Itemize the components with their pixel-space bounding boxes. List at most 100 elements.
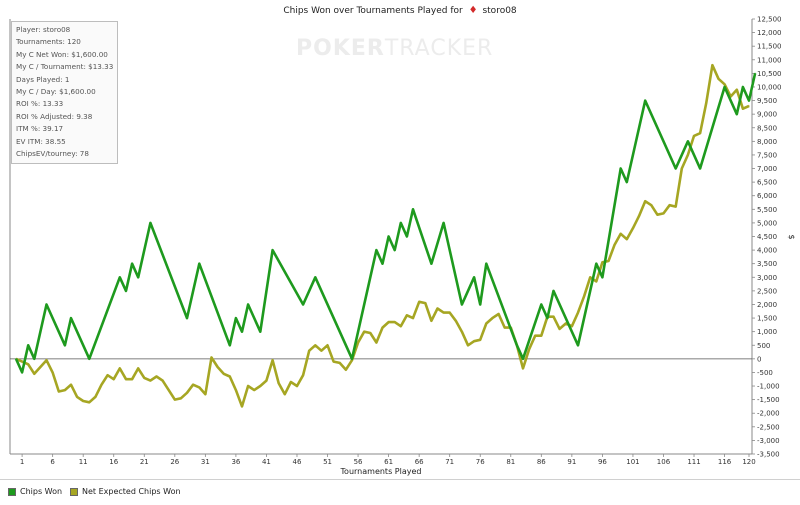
- series-point-net-expected-chips-won: [149, 380, 151, 382]
- y-tick-label: 0: [757, 355, 761, 363]
- y-tick-label: 1,000: [757, 328, 777, 336]
- series-point-net-expected-chips-won: [449, 312, 451, 314]
- y-tick-label: 12,500: [757, 16, 782, 24]
- legend-item-net-expected-chips-won[interactable]: Net Expected Chips Won: [70, 487, 181, 496]
- x-tick-label: 51: [323, 458, 332, 466]
- stat-line: Tournaments: 120: [16, 37, 81, 47]
- series-point-net-expected-chips-won: [52, 371, 54, 373]
- series-point-net-expected-chips-won: [119, 367, 121, 369]
- x-tick-label: 11: [79, 458, 88, 466]
- series-point-net-expected-chips-won: [168, 389, 170, 391]
- series-point-net-expected-chips-won: [33, 373, 35, 375]
- series-point-net-expected-chips-won: [100, 384, 103, 386]
- series-point-net-expected-chips-won: [479, 339, 481, 341]
- series-point-net-expected-chips-won: [284, 393, 286, 395]
- series-point-net-expected-chips-won: [113, 378, 115, 380]
- series-point-net-expected-chips-won: [418, 301, 420, 303]
- y-tick-label: 5,500: [757, 206, 777, 214]
- y-tick-label: -2,500: [757, 423, 780, 431]
- y-tick-label: -3,500: [757, 451, 780, 459]
- series-point-net-expected-chips-won: [210, 356, 213, 359]
- series-point-net-expected-chips-won: [687, 154, 689, 156]
- series-point-net-expected-chips-won: [388, 321, 390, 323]
- series-point-net-expected-chips-won: [186, 392, 188, 394]
- y-tick-label: 4,000: [757, 247, 777, 255]
- series-point-chips-won: [198, 263, 200, 265]
- series-point-net-expected-chips-won: [644, 200, 646, 202]
- series-point-chips-won: [235, 317, 237, 319]
- y-tick-label: 2,000: [757, 301, 777, 309]
- y-tick-label: 3,000: [757, 274, 777, 282]
- y-tick-label: 3,500: [757, 260, 777, 268]
- series-point-net-expected-chips-won: [88, 401, 90, 403]
- series-point-net-expected-chips-won: [162, 380, 164, 382]
- series-point-net-expected-chips-won: [198, 386, 200, 388]
- series-point-net-expected-chips-won: [443, 312, 445, 314]
- series-point-net-expected-chips-won: [94, 396, 96, 398]
- legend: Chips Won Net Expected Chips Won: [0, 479, 800, 505]
- series-point-chips-won: [430, 263, 432, 265]
- series-point-chips-won: [375, 249, 377, 251]
- stat-line: My C Net Won: $1,600.00: [16, 49, 108, 59]
- y-tick-label: 5,000: [757, 219, 777, 227]
- series-point-chips-won: [229, 344, 231, 346]
- tick-labels: -3,500 -3,000 -2,500 -2,000 -1,500 -1,000 -500…: [20, 16, 796, 477]
- y-tick-label: 10,000: [757, 83, 782, 91]
- series-point-chips-won: [724, 86, 726, 88]
- series-point-net-expected-chips-won: [235, 389, 237, 391]
- series-point-net-expected-chips-won: [223, 373, 225, 375]
- y-tick-label: 2,500: [757, 287, 777, 295]
- series-point-net-expected-chips-won: [607, 260, 610, 262]
- series-point-net-expected-chips-won: [369, 332, 371, 334]
- series-point-chips-won: [443, 222, 445, 224]
- series-point-chips-won: [742, 86, 744, 88]
- series-point-net-expected-chips-won: [131, 378, 133, 380]
- x-tick-label: 26: [170, 458, 179, 466]
- stat-line: Days Played: 1: [16, 74, 70, 84]
- series-point-chips-won: [64, 344, 66, 346]
- series-point-chips-won: [522, 358, 524, 360]
- series-point-chips-won: [461, 303, 463, 306]
- series-point-net-expected-chips-won: [406, 314, 408, 316]
- y-tick-label: -1,500: [757, 396, 780, 404]
- stat-line: ROI % Adjusted: 9.38: [16, 111, 93, 121]
- series-layer: [14, 63, 757, 408]
- series-point-net-expected-chips-won: [522, 367, 524, 369]
- series-line-chips-won: [14, 73, 757, 374]
- x-tick-label: 86: [537, 458, 546, 466]
- diamond-suit-icon: ♦: [468, 5, 478, 16]
- watermark-bold: POKER: [296, 36, 385, 61]
- series-point-net-expected-chips-won: [736, 89, 738, 91]
- series-point-chips-won: [516, 344, 518, 346]
- y-tick-label: -3,000: [757, 437, 780, 445]
- series-point-chips-won: [21, 371, 23, 373]
- pokertracker-watermark: POKERTRACKER: [296, 36, 493, 61]
- x-tick-label: 41: [262, 458, 271, 466]
- series-point-net-expected-chips-won: [345, 369, 347, 371]
- series-point-net-expected-chips-won: [70, 384, 72, 386]
- series-point-chips-won: [675, 167, 677, 170]
- y-tick-label: 8,500: [757, 124, 777, 132]
- series-point-net-expected-chips-won: [681, 167, 683, 170]
- series-point-chips-won: [259, 331, 261, 333]
- legend-label: Net Expected Chips Won: [82, 487, 181, 496]
- series-point-chips-won: [736, 113, 738, 115]
- series-point-net-expected-chips-won: [748, 105, 750, 107]
- chart-title: Chips Won over Tournaments Played for ♦ …: [0, 3, 800, 19]
- stat-line: ITM %: 39.17: [16, 124, 64, 134]
- series-point-chips-won: [595, 263, 597, 265]
- series-point-chips-won: [400, 222, 402, 224]
- series-point-net-expected-chips-won: [455, 320, 457, 322]
- series-point-net-expected-chips-won: [375, 341, 377, 344]
- series-point-chips-won: [473, 276, 475, 278]
- series-point-net-expected-chips-won: [381, 327, 384, 329]
- series-point-chips-won: [485, 263, 487, 265]
- legend-swatch: [70, 487, 78, 496]
- legend-item-chips-won[interactable]: Chips Won: [8, 487, 62, 496]
- y-tick-label: 11,500: [757, 43, 782, 51]
- series-point-net-expected-chips-won: [620, 233, 622, 235]
- stats-box: Player: storo08 Tournaments: 120 My C Net …: [11, 21, 118, 164]
- series-point-chips-won: [137, 276, 139, 278]
- series-point-net-expected-chips-won: [467, 344, 469, 346]
- stat-line: ROI %: 13.33: [16, 99, 64, 109]
